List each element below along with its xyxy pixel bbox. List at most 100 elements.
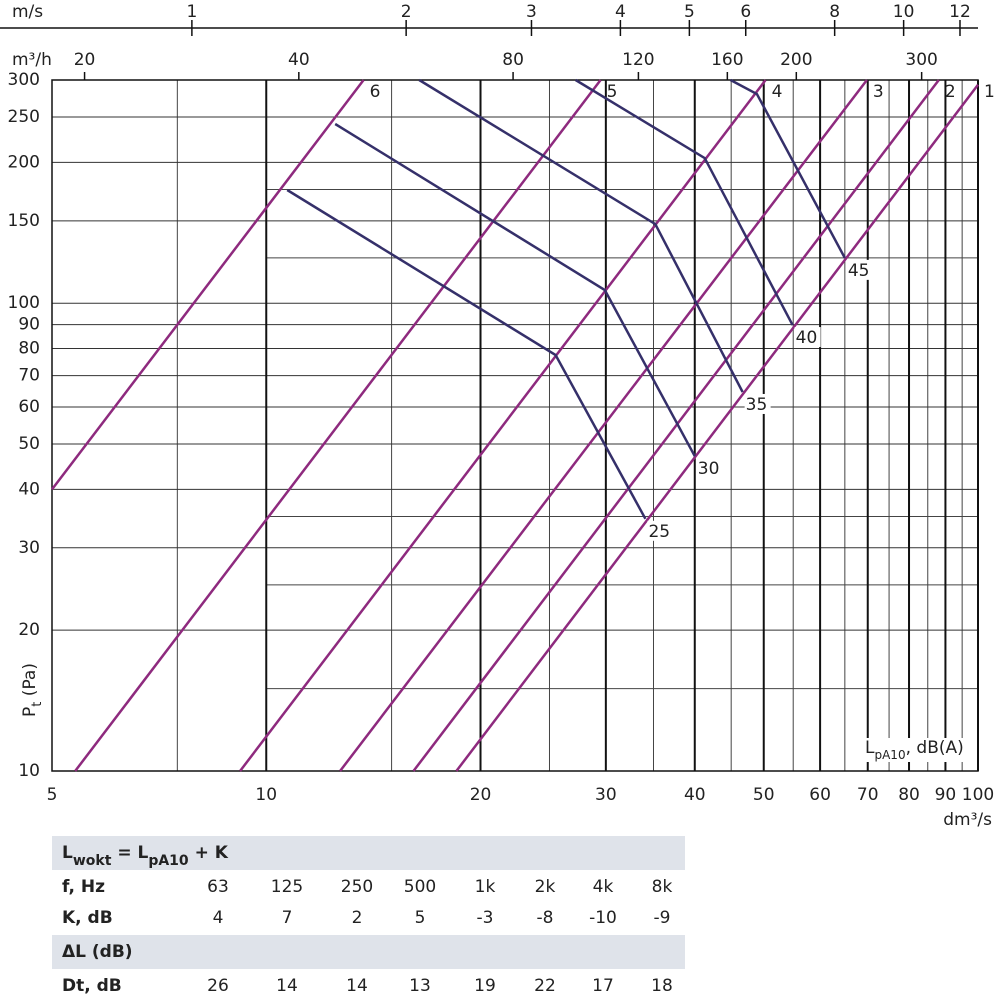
annotation-part: , dB(A) — [906, 738, 964, 758]
top-axis-tick-label: 12 — [949, 2, 971, 22]
table-band — [52, 836, 685, 870]
top-axis-tick-label: 6 — [740, 2, 751, 22]
plot-frame — [51, 79, 979, 772]
top-axis-tick-label: 40 — [288, 50, 310, 70]
table-cell: 5 — [415, 908, 426, 928]
curve-label: 40 — [796, 328, 818, 348]
x-tick-label: 80 — [898, 785, 920, 805]
y-tick-label: 300 — [8, 70, 40, 90]
curve — [239, 79, 767, 772]
x-tick-label: 50 — [753, 785, 775, 805]
top-axis-tick-label: 120 — [622, 50, 654, 70]
top-axis-tick-label: 20 — [74, 50, 96, 70]
top-axis-tick-label: 2 — [401, 2, 412, 22]
table-row-label: Dt, dB — [62, 976, 122, 996]
top-axis-tick-label: 80 — [502, 50, 524, 70]
x-tick-label: 100 — [962, 785, 994, 805]
table-title: ΔL (dB) — [62, 942, 133, 962]
y-axis-label-part: P — [20, 707, 40, 717]
table-cell: -8 — [537, 908, 554, 928]
curve-label: 4 — [772, 82, 783, 102]
curve — [729, 78, 846, 259]
table-title-part: L — [62, 843, 73, 863]
curve — [286, 188, 647, 520]
annotation: LpA10, dB(A) — [865, 738, 964, 762]
table-band — [52, 935, 685, 969]
top-axis-tick-label: 300 — [905, 50, 937, 70]
table-title-part: ΔL (dB) — [62, 942, 133, 962]
curve — [455, 84, 979, 772]
curve-label: 5 — [607, 82, 618, 102]
table-title-part: = L — [111, 843, 148, 863]
curve — [574, 78, 794, 326]
curve-label: 35 — [746, 395, 768, 415]
y-tick-label: 50 — [18, 434, 40, 454]
top-axis-label: m³/h — [12, 50, 52, 70]
curve — [412, 79, 940, 772]
annotation-sub: pA10 — [874, 748, 905, 762]
curve-label: 2 — [945, 82, 956, 102]
y-tick-label: 70 — [18, 366, 40, 386]
y-tick-label: 10 — [18, 761, 40, 781]
curve-label-bg — [647, 520, 674, 541]
table-cell: 8k — [652, 877, 673, 897]
x-tick-label: 40 — [684, 785, 706, 805]
y-axis-label-part: (Pa) — [20, 663, 40, 702]
curve-label-bg — [744, 393, 771, 414]
y-tick-label: 100 — [8, 293, 40, 313]
table-cell: 2 — [352, 908, 363, 928]
table-cell: 19 — [474, 976, 496, 996]
table-title: Lwokt = LpA10 + K — [62, 843, 229, 869]
table-cell: 17 — [592, 976, 614, 996]
top-axis-label: m/s — [12, 2, 43, 22]
table-cell: 7 — [282, 908, 293, 928]
top-axis-tick-label: 3 — [526, 2, 537, 22]
x-tick-label: 20 — [470, 785, 492, 805]
curve-label: 45 — [848, 261, 870, 281]
table-cell: 125 — [271, 877, 303, 897]
curve — [339, 79, 868, 772]
y-axis-label-sub: t — [30, 702, 45, 707]
table-cell: -9 — [654, 908, 671, 928]
x-axis-label: dm³/s — [943, 810, 992, 830]
table-cell: 13 — [409, 976, 431, 996]
table-cell: 14 — [276, 976, 298, 996]
table-cell: -10 — [589, 908, 617, 928]
table-cell: 18 — [651, 976, 673, 996]
x-tick-label: 60 — [809, 785, 831, 805]
y-tick-label: 90 — [18, 315, 40, 335]
y-tick-label: 60 — [18, 397, 40, 417]
top-axis-tick-label: 160 — [711, 50, 743, 70]
curve — [74, 79, 602, 772]
table-cell: 4 — [213, 908, 224, 928]
x-tick-label: 10 — [255, 785, 277, 805]
table-cell: 22 — [534, 976, 556, 996]
top-axis-tick-label: 4 — [615, 2, 626, 22]
table-cell: -3 — [477, 908, 494, 928]
table-row-label: f, Hz — [62, 877, 105, 897]
y-tick-label: 20 — [18, 620, 40, 640]
y-axis-label: Pt (Pa) — [20, 663, 45, 717]
annotation-bg — [862, 738, 968, 762]
y-tick-label: 40 — [18, 479, 40, 499]
table-cell: 1k — [475, 877, 496, 897]
top-axis-tick-label: 10 — [893, 2, 915, 22]
table-cell: 26 — [207, 976, 229, 996]
table-cell: 63 — [207, 877, 229, 897]
top-axis-tick-label: 200 — [780, 50, 812, 70]
table-title-sub: wokt — [73, 853, 112, 869]
table-cell: 250 — [341, 877, 373, 897]
y-tick-label: 200 — [8, 152, 40, 172]
table-row-label: K, dB — [62, 908, 113, 928]
table-title-part: + K — [189, 843, 229, 863]
y-tick-label: 80 — [18, 339, 40, 359]
curve-label-bg — [794, 327, 821, 348]
table-title-sub: pA10 — [148, 853, 189, 869]
top-axis-tick-label: 1 — [186, 2, 197, 22]
curve-label: 1 — [984, 82, 995, 102]
table-cell: 2k — [535, 877, 556, 897]
curve-label: 3 — [873, 82, 884, 102]
x-tick-label: 70 — [857, 785, 879, 805]
curve-label: 30 — [698, 459, 720, 479]
